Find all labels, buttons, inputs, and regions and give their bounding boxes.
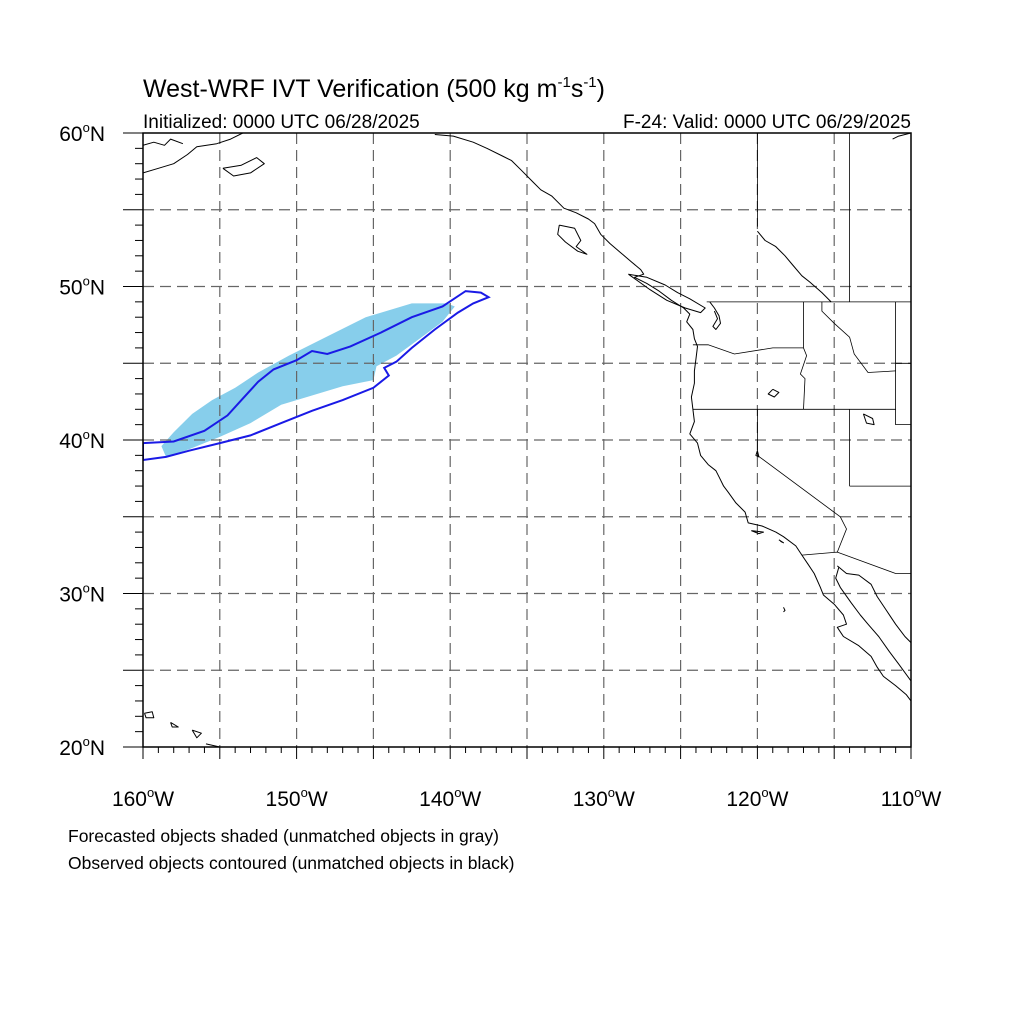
boundary-line bbox=[757, 409, 841, 518]
island-outline bbox=[170, 721, 179, 728]
political-boundaries bbox=[692, 133, 911, 574]
island-outline bbox=[751, 530, 764, 535]
island-outline bbox=[862, 413, 875, 426]
boundary-line bbox=[895, 363, 911, 425]
boundary-line bbox=[799, 301, 808, 410]
island-outline bbox=[191, 729, 202, 739]
island-outline bbox=[628, 273, 706, 314]
coastline-segment bbox=[205, 743, 221, 747]
valid-time-label: F-24: Valid: 0000 UTC 06/29/2025 bbox=[623, 112, 911, 133]
lon-tick-label: 120oW bbox=[726, 785, 788, 811]
island-outline bbox=[222, 157, 265, 177]
lat-tick-label: 40oN bbox=[59, 427, 105, 453]
footnote-forecast: Forecasted objects shaded (unmatched obj… bbox=[68, 826, 499, 846]
observed-object-contour bbox=[143, 290, 491, 462]
lon-tick-label: 130oW bbox=[573, 785, 635, 811]
lat-tick-label: 20oN bbox=[59, 734, 105, 760]
forecast-object-shading bbox=[161, 303, 455, 457]
island-outline bbox=[557, 224, 588, 255]
lon-tick-label: 110oW bbox=[881, 785, 942, 811]
longitude-axis-labels: 160oW 150oW 140oW 130oW 120oW 110oW bbox=[112, 785, 942, 811]
map-gridlines bbox=[143, 133, 911, 747]
boundary-line bbox=[895, 301, 911, 364]
footnote-observed: Observed objects contoured (unmatched ob… bbox=[68, 853, 515, 873]
island-outline bbox=[755, 450, 760, 458]
coastline-segment bbox=[434, 134, 911, 702]
lat-tick-label: 30oN bbox=[59, 581, 105, 607]
coastline-segment bbox=[143, 138, 184, 146]
map-content bbox=[143, 133, 911, 747]
coastline-segment bbox=[783, 607, 786, 613]
lon-tick-label: 140oW bbox=[419, 785, 481, 811]
boundary-line bbox=[692, 344, 804, 355]
coastline-segment bbox=[835, 567, 911, 682]
lon-tick-label: 160oW bbox=[112, 785, 174, 811]
coastline-segment bbox=[709, 301, 721, 330]
lat-tick-label: 60oN bbox=[59, 120, 105, 146]
boundary-line bbox=[836, 516, 847, 553]
lat-tick-label: 50oN bbox=[59, 274, 105, 300]
lon-tick-label: 150oW bbox=[266, 785, 328, 811]
init-time-label: Initialized: 0000 UTC 06/28/2025 bbox=[143, 112, 420, 133]
coastline-segment bbox=[836, 565, 911, 643]
axis-ticks bbox=[123, 132, 912, 759]
boundary-line bbox=[801, 551, 911, 574]
coastline-segment bbox=[143, 133, 244, 174]
latitude-axis-labels: 20oN 30oN 40oN 50oN 60oN bbox=[59, 120, 105, 760]
coastline-segment bbox=[778, 539, 784, 544]
island-outline bbox=[144, 711, 155, 719]
island-outline bbox=[767, 388, 780, 398]
map-title: West-WRF IVT Verification (500 kg m-1s-1… bbox=[143, 74, 605, 103]
boundary-line bbox=[821, 301, 896, 373]
coastline-segment bbox=[892, 133, 911, 140]
coastlines bbox=[143, 133, 911, 747]
coastline-segment bbox=[757, 230, 832, 303]
